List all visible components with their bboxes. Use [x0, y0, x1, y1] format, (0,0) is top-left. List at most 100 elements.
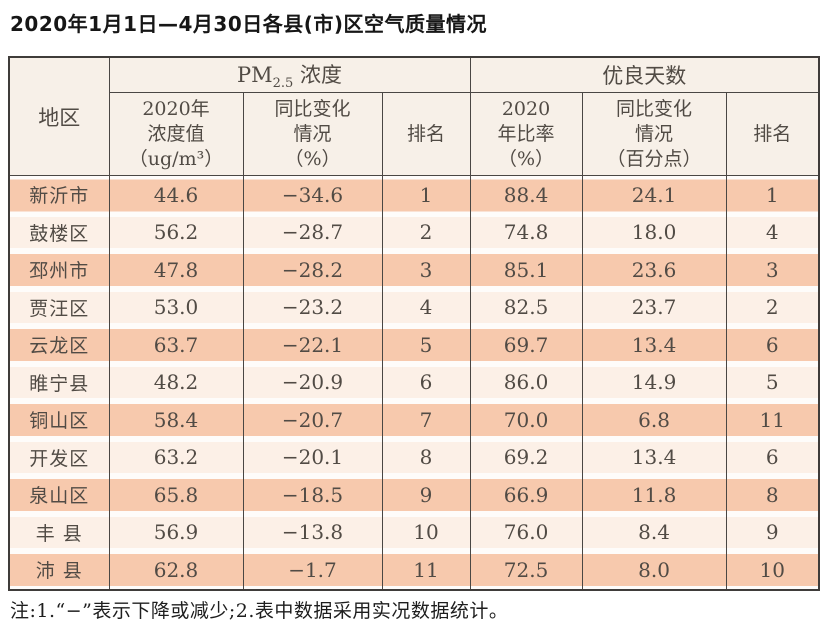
cell-pm-change: −13.8: [242, 513, 383, 551]
table-row: 贾汪区 53.0 −23.2 4 82.5 23.7 2: [8, 288, 820, 326]
cell-pm-change: −20.7: [242, 401, 383, 439]
cell-region: 贾汪区: [8, 288, 110, 326]
cell-good-rank: 4: [725, 213, 820, 251]
header-region: 地区: [8, 56, 110, 176]
cell-region: 鼓楼区: [8, 213, 110, 251]
table-row: 沛 县 62.8 −1.7 11 72.5 8.0 10: [8, 551, 820, 590]
cell-pm-change: −28.7: [242, 213, 383, 251]
cell-pm-rank: 4: [381, 288, 471, 326]
table-row: 铜山区 58.4 −20.7 7 70.0 6.8 11: [8, 401, 820, 439]
cell-pm-change: −23.2: [242, 288, 383, 326]
cell-good-rate: 69.2: [469, 438, 583, 476]
cell-good-change: 18.0: [581, 213, 727, 251]
cell-pm-value: 63.2: [108, 438, 244, 476]
cell-good-change: 6.8: [581, 401, 727, 439]
cell-good-rate: 82.5: [469, 288, 583, 326]
cell-good-rank: 5: [725, 363, 820, 401]
header-good-change: 同比变化 情况 （百分点）: [581, 92, 727, 176]
cell-good-change: 13.4: [581, 438, 727, 476]
table-row: 睢宁县 48.2 −20.9 6 86.0 14.9 5: [8, 363, 820, 401]
cell-pm-rank: 1: [381, 175, 471, 214]
cell-good-rate: 86.0: [469, 363, 583, 401]
cell-pm-value: 44.6: [108, 175, 244, 214]
cell-pm-rank: 6: [381, 363, 471, 401]
cell-pm-value: 48.2: [108, 363, 244, 401]
pm25-label-rest: 浓度: [293, 62, 343, 87]
header-pm-value: 2020年 浓度值 （ug/m³）: [108, 92, 244, 176]
cell-region: 沛 县: [8, 551, 110, 590]
table-row: 开发区 63.2 −20.1 8 69.2 13.4 6: [8, 438, 820, 476]
cell-pm-rank: 3: [381, 251, 471, 289]
cell-good-rank: 10: [725, 551, 820, 590]
cell-good-rank: 3: [725, 251, 820, 289]
cell-good-rate: 85.1: [469, 251, 583, 289]
cell-good-rate: 88.4: [469, 175, 583, 214]
cell-pm-rank: 10: [381, 513, 471, 551]
cell-pm-change: −28.2: [242, 251, 383, 289]
cell-pm-change: −20.9: [242, 363, 383, 401]
header-pm-rank: 排名: [381, 92, 471, 176]
cell-good-rate: 70.0: [469, 401, 583, 439]
pm25-label-subscript: 2.5: [272, 76, 294, 92]
cell-good-change: 11.8: [581, 476, 727, 514]
header-pm-change: 同比变化 情况 （%）: [242, 92, 383, 176]
cell-region: 泉山区: [8, 476, 110, 514]
cell-region: 铜山区: [8, 401, 110, 439]
page-title: 2020年1月1日—4月30日各县(市)区空气质量情况: [10, 12, 488, 36]
table-header: 地区 PM2.5 浓度 优良天数 2020年 浓度值 （ug/m³） 同比变化 …: [8, 56, 820, 176]
cell-good-change: 24.1: [581, 175, 727, 214]
cell-region: 邳州市: [8, 251, 110, 289]
cell-pm-value: 56.2: [108, 213, 244, 251]
cell-pm-value: 58.4: [108, 401, 244, 439]
header-good-rank: 排名: [725, 92, 820, 176]
cell-good-change: 14.9: [581, 363, 727, 401]
cell-good-rate: 76.0: [469, 513, 583, 551]
cell-good-rate: 72.5: [469, 551, 583, 590]
cell-pm-change: −20.1: [242, 438, 383, 476]
table-row: 丰 县 56.9 −13.8 10 76.0 8.4 9: [8, 513, 820, 551]
cell-good-rank: 11: [725, 401, 820, 439]
cell-pm-value: 47.8: [108, 251, 244, 289]
cell-good-rank: 8: [725, 476, 820, 514]
cell-good-change: 13.4: [581, 326, 727, 364]
header-good-rate: 2020 年比率 （%）: [469, 92, 583, 176]
cell-pm-rank: 2: [381, 213, 471, 251]
cell-good-rank: 1: [725, 175, 820, 214]
cell-pm-rank: 9: [381, 476, 471, 514]
header-sub-row: 2020年 浓度值 （ug/m³） 同比变化 情况 （%） 排名 2020 年比…: [9, 92, 820, 176]
table-row: 云龙区 63.7 −22.1 5 69.7 13.4 6: [8, 326, 820, 364]
cell-region: 开发区: [8, 438, 110, 476]
table-row: 鼓楼区 56.2 −28.7 2 74.8 18.0 4: [8, 213, 820, 251]
footnote: 注:1.“−”表示下降或减少;2.表中数据采用实况数据统计。: [10, 599, 509, 620]
cell-pm-change: −34.6: [242, 175, 383, 214]
cell-pm-rank: 5: [381, 326, 471, 364]
cell-good-rank: 6: [725, 326, 820, 364]
cell-pm-change: −22.1: [242, 326, 383, 364]
table-body: 新沂市 44.6 −34.6 1 88.4 24.1 1 鼓楼区 56.2 −2…: [8, 175, 820, 590]
table-row: 邳州市 47.8 −28.2 3 85.1 23.6 3: [8, 251, 820, 289]
cell-region: 丰 县: [8, 513, 110, 551]
table-row: 泉山区 65.8 −18.5 9 66.9 11.8 8: [8, 476, 820, 514]
cell-pm-rank: 11: [381, 551, 471, 590]
cell-pm-change: −18.5: [242, 476, 383, 514]
cell-region: 云龙区: [8, 326, 110, 364]
cell-region: 睢宁县: [8, 363, 110, 401]
cell-good-rank: 6: [725, 438, 820, 476]
cell-pm-value: 63.7: [108, 326, 244, 364]
air-quality-table: 地区 PM2.5 浓度 优良天数 2020年 浓度值 （ug/m³） 同比变化 …: [8, 56, 821, 591]
cell-good-rate: 66.9: [469, 476, 583, 514]
header-group-pm25: PM2.5 浓度: [108, 56, 471, 93]
cell-pm-value: 62.8: [108, 551, 244, 590]
cell-pm-value: 56.9: [108, 513, 244, 551]
header-group-good-days: 优良天数: [469, 56, 820, 93]
header-group-row: 地区 PM2.5 浓度 优良天数: [8, 56, 820, 176]
cell-good-rate: 69.7: [469, 326, 583, 364]
cell-pm-value: 53.0: [108, 288, 244, 326]
cell-pm-value: 65.8: [108, 476, 244, 514]
pm25-label-main: PM: [237, 62, 273, 87]
cell-good-rank: 2: [725, 288, 820, 326]
cell-good-change: 8.0: [581, 551, 727, 590]
cell-pm-rank: 8: [381, 438, 471, 476]
cell-good-change: 23.6: [581, 251, 727, 289]
